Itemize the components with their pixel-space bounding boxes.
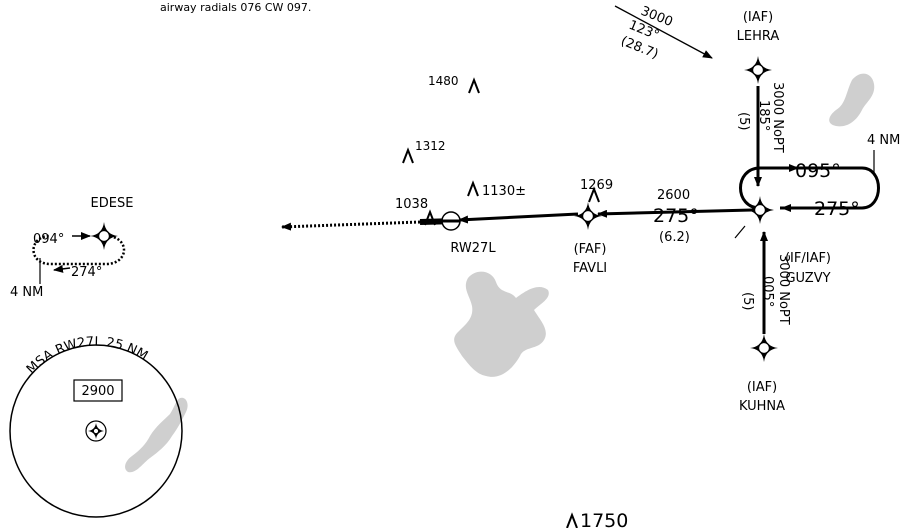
runway-icon[interactable] [441, 211, 461, 231]
feeder-tick-guzvy [734, 225, 746, 239]
lake-central [454, 271, 549, 377]
fix-star-icon[interactable] [90, 222, 118, 250]
msa-circle [9, 344, 183, 518]
runway-label: RW27L [450, 241, 496, 256]
fix-kuhna-role: (IAF) [747, 380, 777, 395]
obstacle-icon [468, 77, 480, 94]
segment-lehra-altitude: 3000 NoPT [770, 82, 785, 153]
msa-altitude: 2900 [81, 384, 114, 399]
fix-star-icon[interactable] [750, 334, 778, 362]
hold-guzvy-leg: 4 NM [867, 133, 900, 148]
fix-guzvy-name: GUZVY [785, 271, 830, 286]
final-approach-course [597, 208, 753, 218]
final-approach-segment [458, 212, 579, 224]
obstacle-label: 1038 [395, 197, 428, 212]
hold-edese-leg: 4 NM [10, 285, 43, 300]
segment-kuhna-altitude: 3000 NoPT [776, 254, 791, 325]
missed-approach-track [281, 220, 421, 231]
holding-pattern-edese [32, 232, 126, 284]
obstacle-icon [566, 512, 578, 528]
lake-southwest [125, 397, 188, 473]
fix-kuhna-name: KUHNA [739, 399, 785, 414]
arrival-course-northeast [614, 5, 713, 59]
obstacle-label: 1312 [415, 139, 446, 153]
fix-star-icon[interactable] [574, 202, 602, 230]
fix-lehra-role: (IAF) [743, 10, 773, 25]
obstacle-label: 1480 [428, 74, 459, 88]
fix-star-icon[interactable] [746, 196, 774, 224]
obstacle-icon [467, 180, 479, 197]
obstacle-icon [588, 186, 600, 203]
final-distance: (6.2) [659, 230, 690, 245]
final-altitude: 2600 [657, 188, 690, 203]
hold-guzvy-outbound: 095° [795, 160, 841, 182]
obstacle-label: 1269 [580, 178, 613, 193]
hold-guzvy-inbound: 275° [814, 198, 860, 220]
edese-hold-track [32, 234, 126, 266]
obstacle-icon [424, 209, 436, 226]
edese-inbound-arrow [53, 264, 71, 273]
fix-star-icon[interactable] [744, 56, 772, 84]
hold-edese-inbound: 274° [71, 265, 102, 280]
final-course: 275° [653, 205, 699, 227]
fix-favli-role: (FAF) [574, 242, 607, 257]
obstacle-label: 1130± [482, 184, 526, 199]
hold-edese-outbound: 094° [33, 232, 64, 247]
holding-pattern-guzvy [739, 166, 880, 210]
water-features [125, 73, 875, 473]
fix-lehra-name: LEHRA [737, 29, 780, 44]
msa-sector: MSA RW27L 25 NM 2900 [9, 335, 183, 518]
msa-altitude-box [73, 379, 123, 402]
obstacle-symbols [402, 77, 600, 528]
obstacle-icon [402, 147, 414, 164]
lake-east [829, 73, 875, 127]
segment-kuhna-course: 005° [760, 276, 775, 307]
fix-edese-name: EDESE [91, 196, 134, 211]
fix-guzvy-role: (IF/IAF) [785, 251, 831, 266]
segment-lehra-course: 185° [756, 100, 771, 131]
msa-center-icon [85, 420, 107, 442]
airway-radials-note: airway radials 076 CW 097. [160, 1, 311, 14]
segment-lehra-distance: (5) [736, 112, 751, 130]
fix-favli-name: FAVLI [573, 261, 607, 276]
msa-label: MSA RW27L 25 NM [24, 335, 150, 378]
segment-kuhna-distance: (5) [740, 292, 755, 310]
obstacle-label: 1750 [580, 510, 628, 528]
